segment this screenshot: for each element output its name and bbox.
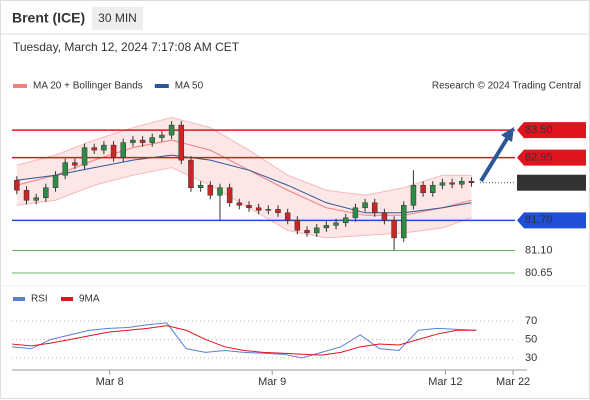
candle-body xyxy=(410,184,417,206)
candle-body xyxy=(14,179,20,191)
timestamp: Tuesday, March 12, 2024 7:17:08 AM CET xyxy=(13,40,240,54)
candle-body xyxy=(139,139,146,143)
candle-body xyxy=(323,225,330,229)
candle-body xyxy=(294,220,301,231)
candle-body xyxy=(217,187,223,196)
arrow-head xyxy=(501,127,514,142)
candle-body xyxy=(188,159,194,188)
candle-body xyxy=(110,144,117,158)
candle-body xyxy=(352,207,359,219)
candle-body xyxy=(265,209,272,211)
candle-body xyxy=(81,147,88,166)
level-label: 80.65 xyxy=(525,267,553,279)
x-tick-label: Mar 9 xyxy=(258,376,286,388)
candle-body xyxy=(449,182,455,185)
candle-body xyxy=(197,184,204,188)
candle-body xyxy=(342,217,349,224)
level-label: 81.10 xyxy=(525,244,553,256)
candle-body xyxy=(362,202,368,209)
candle-body xyxy=(33,197,39,201)
candle-body xyxy=(459,180,465,185)
candle-body xyxy=(236,202,243,206)
candle-body xyxy=(275,209,281,214)
candle-body xyxy=(255,207,262,211)
instrument: Brent (ICE) xyxy=(12,10,85,26)
rsi-panel: RSI 9MA 70 50 30 xyxy=(11,294,537,364)
legend-swatch xyxy=(13,84,27,88)
x-tick-label: Mar 8 xyxy=(96,376,124,388)
candle-body xyxy=(43,187,49,199)
level-box xyxy=(517,212,586,229)
candle-body xyxy=(52,174,59,188)
candle-body xyxy=(23,189,30,201)
candle-body xyxy=(420,184,426,193)
candle-body xyxy=(430,184,436,193)
candle-body xyxy=(371,202,378,214)
price-panel: MA 20 + Bollinger Bands MA 50 Research © 2… xyxy=(12,81,586,279)
candle-body xyxy=(304,230,310,234)
level-label: 82.45 xyxy=(525,177,553,189)
level-box xyxy=(517,174,586,191)
candle-body xyxy=(381,212,388,221)
legend-swatch xyxy=(61,297,73,301)
level-label: 81.70 xyxy=(525,214,553,226)
candle-body xyxy=(101,144,107,151)
timeframe[interactable]: 30 MIN xyxy=(98,11,137,25)
candle-body xyxy=(313,227,320,234)
candle-body xyxy=(391,220,397,239)
candle-body xyxy=(149,137,156,143)
legend-label: MA 20 + Bollinger Bands xyxy=(33,81,143,92)
candle-body xyxy=(62,162,68,176)
candle-body xyxy=(226,187,233,204)
candle-body xyxy=(207,184,214,196)
rsi-line xyxy=(11,325,477,356)
candle-body xyxy=(159,134,165,138)
level-box xyxy=(517,149,586,166)
legend-swatch xyxy=(13,297,25,301)
legend-label: RSI xyxy=(31,294,48,305)
candle-body xyxy=(72,162,78,166)
rsi-line xyxy=(11,322,477,359)
candle-body xyxy=(468,180,475,183)
level-label: 83.50 xyxy=(525,124,553,136)
candle-body xyxy=(439,182,446,186)
legend-label: MA 50 xyxy=(175,81,204,92)
y-tick-label: 30 xyxy=(525,352,537,364)
candle-body xyxy=(91,147,97,151)
candle-body xyxy=(246,205,252,209)
arrow-shaft xyxy=(479,135,510,183)
timeframe-box[interactable] xyxy=(92,7,143,30)
candle-body xyxy=(401,205,407,239)
level-label: 82.95 xyxy=(525,152,553,164)
level-box xyxy=(517,122,586,139)
y-tick-label: 70 xyxy=(525,315,537,327)
legend-label: 9MA xyxy=(79,294,100,305)
candle-body xyxy=(168,124,175,136)
source: Research © 2024 Trading Central xyxy=(432,81,581,92)
candle-body xyxy=(333,222,339,226)
trend-arrow xyxy=(479,127,514,183)
candle-body xyxy=(120,142,126,158)
candle-body xyxy=(284,212,291,221)
candle-body xyxy=(130,139,136,143)
bollinger-upper xyxy=(16,117,472,196)
candle-body xyxy=(178,124,185,161)
x-tick-label: Mar 22 xyxy=(496,376,530,388)
y-tick-label: 50 xyxy=(525,333,537,345)
legend-swatch xyxy=(154,84,169,88)
x-tick-label: Mar 12 xyxy=(428,376,462,388)
